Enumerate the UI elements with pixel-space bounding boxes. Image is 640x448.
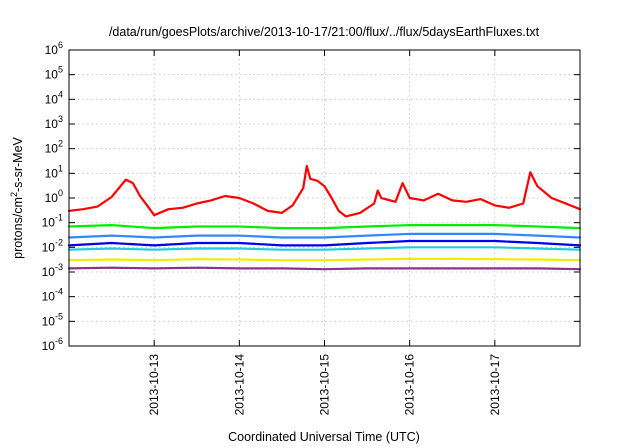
y-tick-label: 10-3 (42, 262, 63, 279)
grid-lines (69, 50, 580, 346)
y-tick-label: 102 (45, 139, 63, 156)
axis-ticks (69, 49, 580, 347)
series-line-2 (67, 232, 582, 239)
y-axis-label: protons/cm2-s-sr-MeV (9, 136, 25, 258)
x-tick-label: 2013-10-16 (403, 354, 417, 416)
y-tick-label: 106 (45, 40, 63, 57)
series-line-0 (67, 164, 582, 218)
x-tick-label: 2013-10-15 (318, 354, 332, 416)
y-tick-label: 10-1 (42, 213, 63, 230)
y-tick-labels: 10-6 10-5 10-4 10-3 10-2 10-1 100 101 102 103 104 1… (42, 40, 63, 353)
series-line-3 (67, 239, 582, 247)
y-tick-label: 101 (45, 163, 63, 180)
x-tick-labels: 2013-10-13 2013-10-14 2013-10-15 2013-10-16… (147, 354, 502, 416)
x-tick-label: 2013-10-13 (147, 354, 161, 416)
x-axis-label: Coordinated Universal Time (UTC) (228, 430, 420, 444)
y-tick-label: 10-5 (42, 311, 63, 328)
series-line-6 (67, 266, 582, 271)
y-tick-label: 103 (45, 114, 63, 131)
y-tick-label: 10-2 (42, 237, 63, 254)
chart-title: /data/run/goesPlots/archive/2013-10-17/2… (109, 25, 540, 39)
series-lines (67, 164, 582, 271)
y-tick-label: 10-4 (42, 287, 63, 304)
x-tick-label: 2013-10-17 (488, 354, 502, 416)
y-tick-label: 105 (45, 65, 63, 82)
x-tick-label: 2013-10-14 (232, 354, 246, 416)
series-line-1 (67, 224, 582, 230)
y-tick-label: 100 (45, 188, 63, 205)
y-tick-label: 104 (45, 89, 63, 106)
series-line-5 (67, 257, 582, 262)
y-tick-label: 10-6 (42, 336, 63, 353)
series-line-4 (67, 246, 582, 251)
